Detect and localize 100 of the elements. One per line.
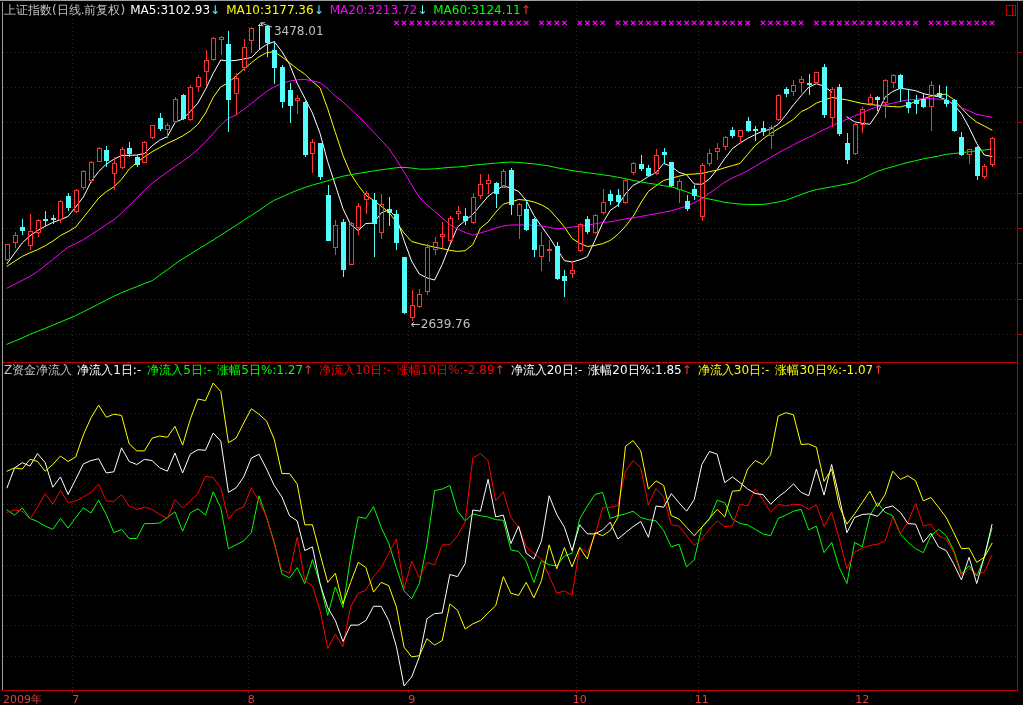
candlestick [677,178,682,204]
candlestick [219,35,224,56]
candlestick [43,210,48,227]
x-tick-label: 12 [855,693,870,705]
candlestick [868,93,873,107]
candlestick [524,199,529,232]
candlestick [318,143,323,181]
text: 涨幅30日%:-1.07↑ [775,363,884,377]
candlestick [906,89,911,114]
text: MA60:3124.11↑ [433,3,531,17]
candlestick [5,244,10,262]
candlestick [173,96,178,124]
candlestick [326,184,331,241]
candlestick [36,218,41,238]
candlestick [860,106,865,134]
x-tick-label: 7 [72,693,80,705]
candlestick [158,112,163,132]
candlestick [135,154,140,168]
candlestick [822,63,827,119]
candlestick [898,73,903,103]
candlestick [181,93,186,121]
text: 涨幅5日%:1.27↑ [217,363,314,377]
candlestick [547,239,552,263]
candlestick [967,149,972,165]
candlestick [578,222,583,253]
candlestick [74,188,79,214]
candlestick [723,135,728,151]
candlestick [494,181,499,209]
candlestick [356,202,361,236]
candlestick [639,154,644,172]
candlestick [204,49,209,87]
candlestick [349,221,354,265]
candlestick [646,164,651,178]
candlestick [830,86,835,128]
candlestick [97,146,102,162]
candlestick [196,74,201,93]
candlestick [753,125,758,142]
legend-label: 净流入10日:- [319,363,391,377]
candlestick [837,83,842,137]
candlestick [914,94,919,115]
candlestick [555,241,560,281]
candlestick [440,221,445,249]
candlestick [425,243,430,296]
candlestick [387,196,392,227]
candlestick [341,218,346,278]
candlestick [570,261,575,279]
candlestick [257,23,262,51]
annotation: ←2639.76 [410,317,471,331]
chart-title: Z资金净流入 [4,363,73,377]
candlestick [700,162,705,222]
candlestick [517,202,522,240]
candlestick [379,193,384,240]
candlestick [853,121,858,156]
candlestick [463,207,468,226]
candlestick [623,178,628,205]
candlestick [761,120,766,137]
x-tick-label: 10 [572,693,587,705]
candlestick [601,188,606,216]
candlestick [303,100,308,158]
candlestick [402,257,407,315]
candlestick [532,217,537,258]
candlestick [234,72,239,116]
legend-label: 净流入20日:- [510,363,583,377]
candlestick [89,160,94,184]
text: 涨幅10日%:-2.89↑ [396,363,505,377]
candlestick [883,78,888,119]
candlestick [746,116,751,133]
candlestick [814,72,819,85]
candlestick [509,167,514,216]
candlestick [807,73,812,96]
candlestick [669,162,674,188]
text: MA5:3102.93↓ [130,3,221,17]
candlestick [265,24,270,58]
chart-title: 上证指数(日线.前复权) [4,3,126,17]
candlestick [562,269,567,298]
candlestick [952,98,957,133]
candlestick [295,94,300,115]
candlestick [585,215,590,235]
candlestick [769,124,774,150]
candlestick [288,82,293,124]
candlestick [776,93,781,122]
candlestick [372,192,377,258]
candlestick [921,92,926,109]
candlestick [120,146,125,170]
candlestick [593,213,598,235]
candlestick [631,161,636,176]
candlestick [13,231,18,249]
candlestick [539,231,544,272]
candlestick [333,219,338,256]
candlestick [608,189,613,206]
candlestick [471,192,476,225]
candlestick [51,214,56,225]
candlestick [28,213,33,251]
candlestick [707,148,712,167]
candlestick [81,169,86,191]
candlestick [616,188,621,208]
candlestick [738,130,743,144]
candlestick [990,136,995,168]
candlestick [394,209,399,251]
annotation: 3478.01 [273,24,324,38]
